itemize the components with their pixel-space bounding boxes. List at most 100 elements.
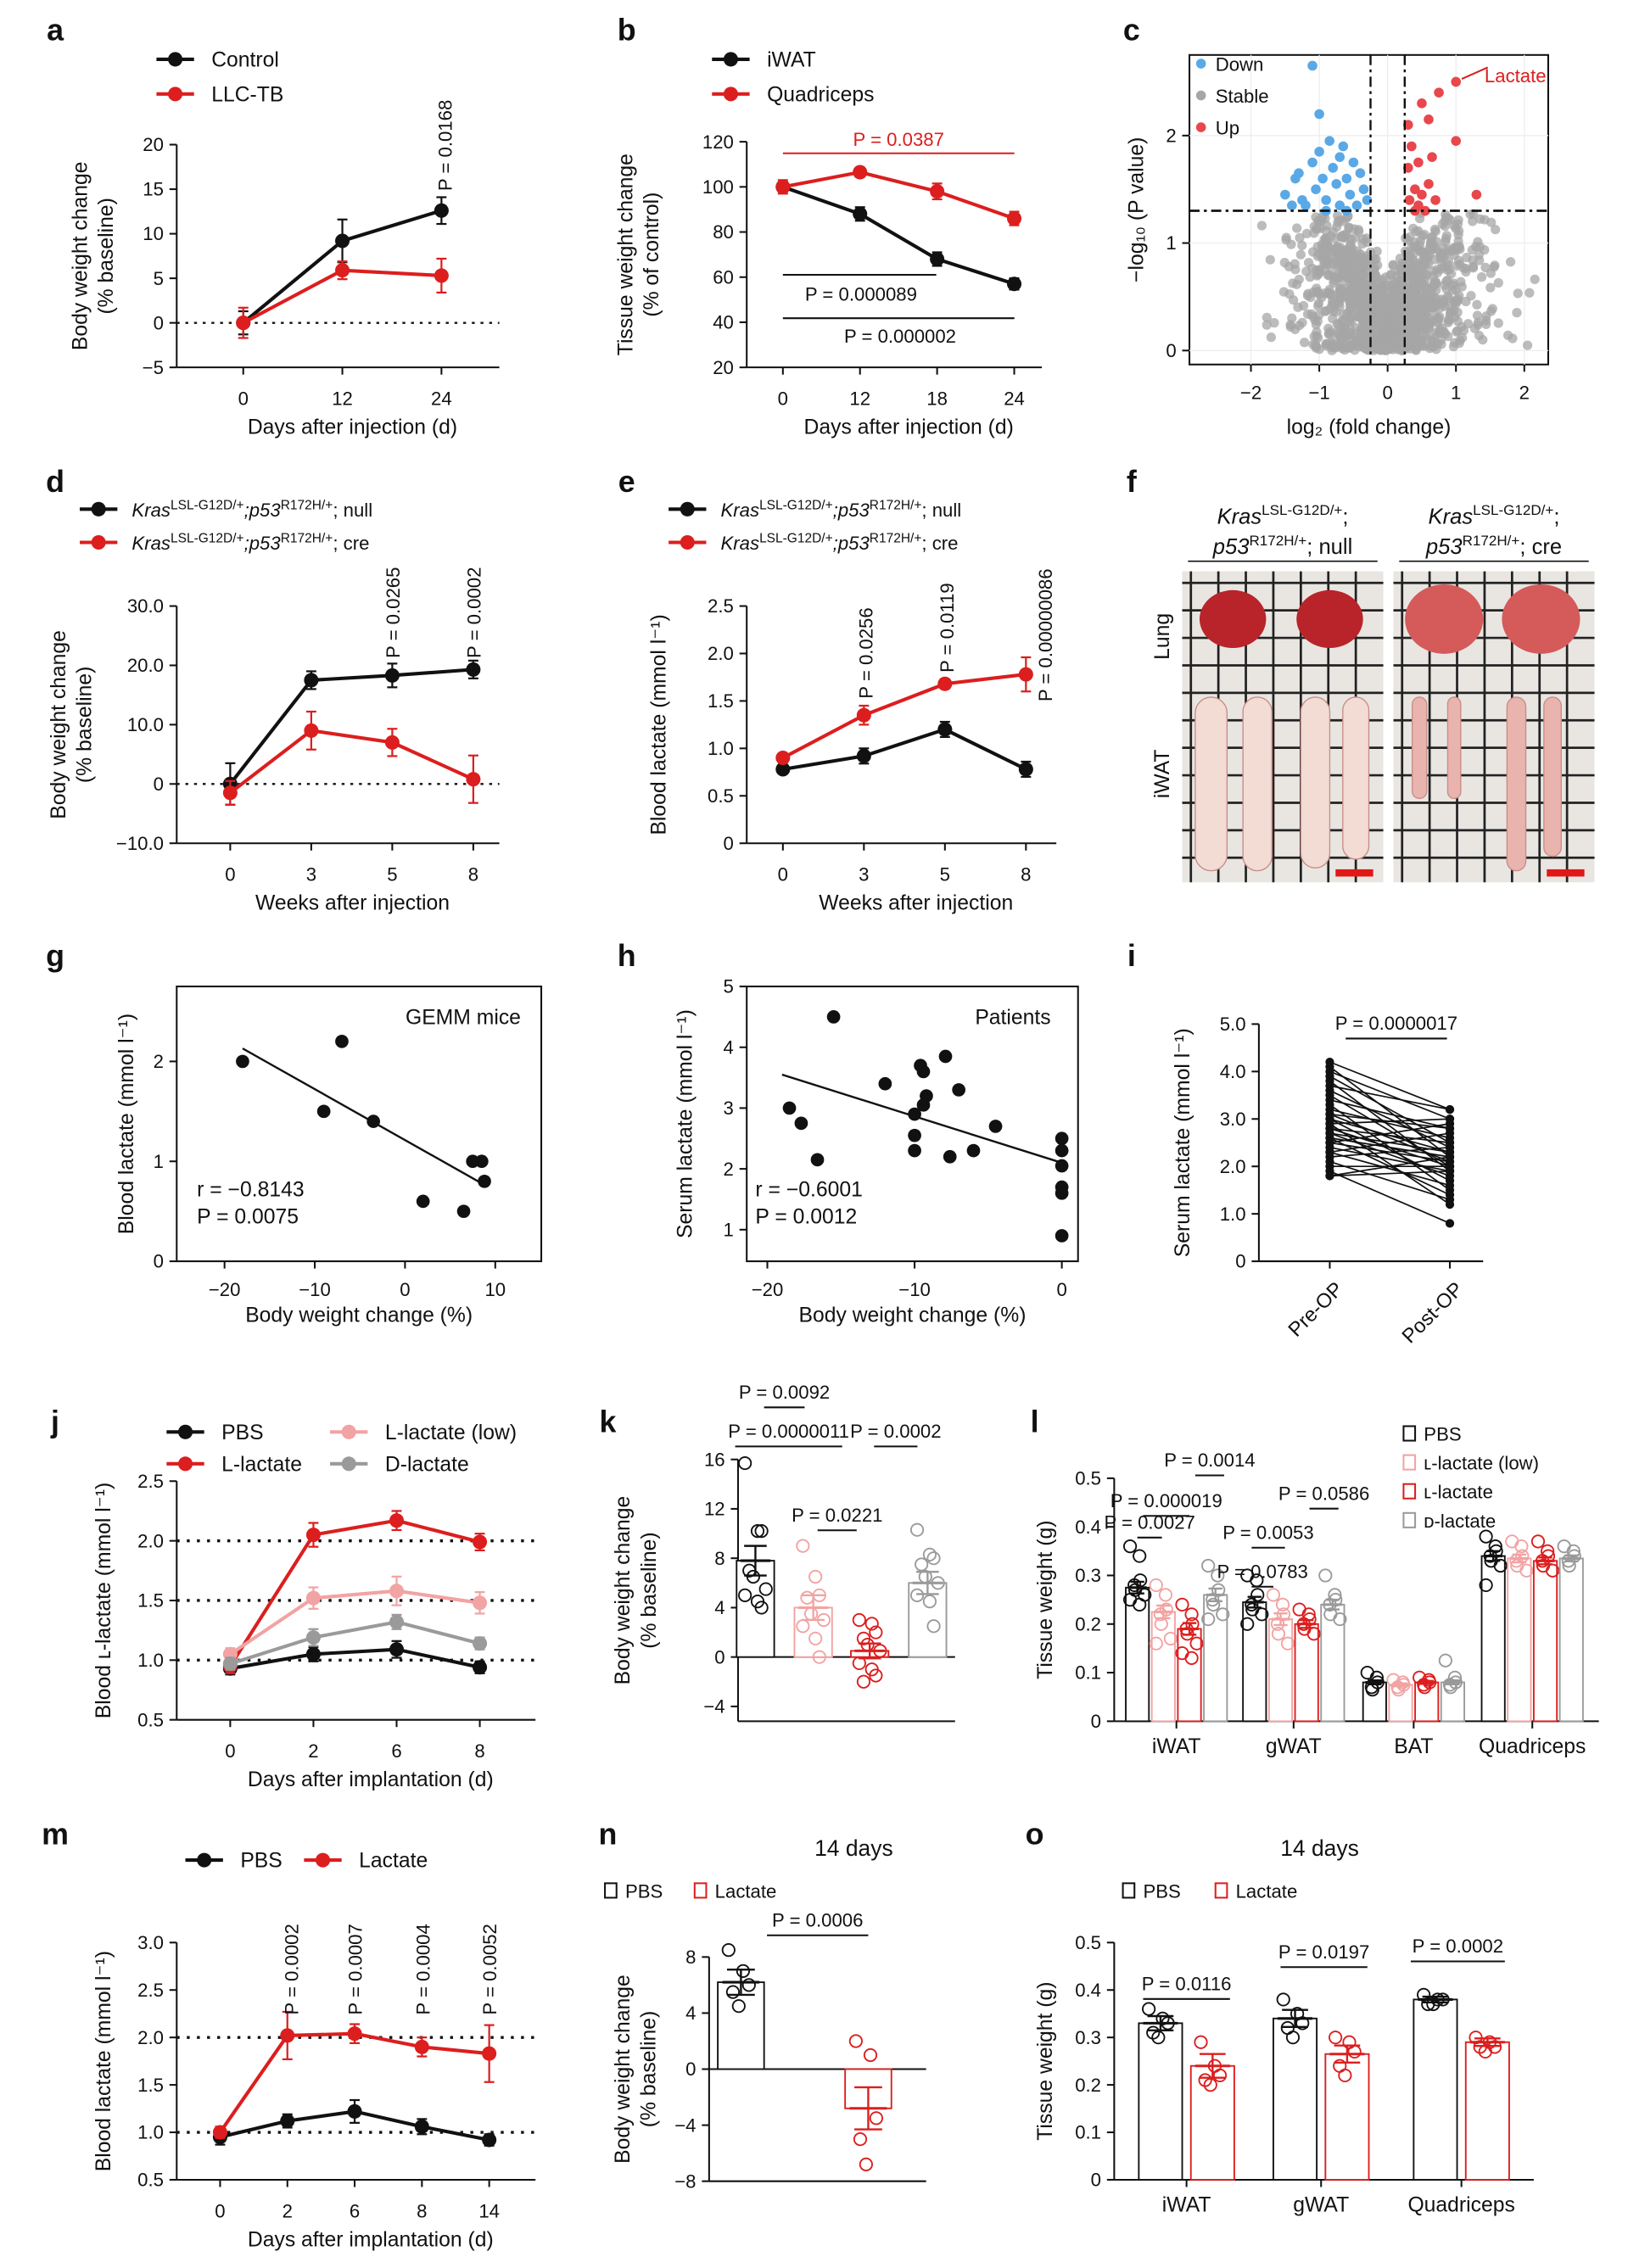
- data-point: [1443, 331, 1453, 342]
- x-tick-label: 8: [1021, 864, 1031, 885]
- data-point: [1194, 2035, 1208, 2049]
- data-point: [1294, 274, 1304, 285]
- y-tick-label: 30.0: [127, 595, 164, 617]
- y-tick-label: 60: [713, 266, 734, 288]
- data-point: [741, 1978, 756, 1992]
- x-tick-label: 1: [1451, 383, 1461, 404]
- data-point: [750, 1524, 765, 1539]
- data-point: [863, 2047, 878, 2063]
- legend-label: D-lactate: [385, 1453, 469, 1476]
- legend-marker: [91, 534, 106, 550]
- data-point: [1353, 225, 1363, 235]
- data-point-down: [1362, 195, 1373, 205]
- genotype-text: Kras: [721, 500, 760, 521]
- y-tick-label: 5: [154, 268, 164, 289]
- genotype-text: ; null: [921, 500, 961, 521]
- genotype-text: Kras: [131, 500, 171, 521]
- y-axis-label: Body weight change: [48, 630, 70, 819]
- data-point: [1303, 288, 1313, 299]
- x-tick-label: 8: [468, 864, 478, 885]
- y-axis-label: Blood lactate (mmol l⁻¹): [648, 614, 671, 835]
- y-tick-label: 0: [714, 1646, 724, 1667]
- y-tick-label: 0.2: [1075, 1613, 1101, 1634]
- paired-line: [1329, 1070, 1451, 1120]
- p-value-annotation: P = 0.00000086: [1035, 568, 1056, 701]
- data-point: [1375, 311, 1385, 321]
- panel-label: f: [1127, 465, 1137, 499]
- data-point: [335, 263, 350, 278]
- p-value-annotation: P = 0.0002: [1413, 1936, 1503, 1957]
- data-point: [1297, 317, 1307, 328]
- data-point: [721, 1942, 736, 1958]
- data-point: [1512, 307, 1522, 318]
- data-point: [952, 1083, 965, 1097]
- data-point: [1446, 246, 1457, 256]
- data-point-up: [1451, 76, 1462, 87]
- data-point: [1452, 327, 1462, 337]
- data-point: [1311, 343, 1322, 353]
- y-tick-label: −8: [674, 2170, 696, 2192]
- data-point: [1440, 301, 1450, 311]
- plot-frame: [176, 986, 543, 1263]
- data-point: [1426, 1997, 1441, 2012]
- paired-line: [1329, 1146, 1451, 1172]
- paired-line: [1329, 1170, 1451, 1177]
- data-point: [1295, 2016, 1310, 2031]
- iwat-tissue: [1342, 696, 1370, 860]
- lung-tissue: [1296, 589, 1363, 648]
- series-line: [782, 170, 1015, 221]
- data-point: [1453, 230, 1463, 240]
- data-point: [775, 179, 791, 194]
- data-point: [1122, 1539, 1138, 1554]
- data-point: [1006, 211, 1022, 226]
- y-tick-label: 1.0: [137, 1650, 164, 1671]
- y-axis-label: (% of control): [641, 193, 663, 317]
- x-tick-label: Post-OP: [1397, 1277, 1468, 1348]
- data-point-down: [1338, 141, 1349, 152]
- y-tick-label: 2.0: [137, 2027, 164, 2048]
- legend-label: PBS: [1424, 1424, 1461, 1445]
- x-tick-label: 24: [431, 388, 452, 410]
- data-point: [1557, 1539, 1571, 1554]
- genotype-text: ; null: [333, 500, 372, 521]
- data-point: [1240, 1617, 1255, 1631]
- p-value-annotation: P = 0.0002: [463, 567, 484, 658]
- data-point: [466, 662, 481, 677]
- data-point: [1151, 2031, 1166, 2045]
- correlation-r: r = −0.8143: [197, 1178, 304, 1201]
- y-tick-label: 1.5: [137, 2075, 164, 2096]
- regression-line: [781, 1073, 1062, 1165]
- data-point: [1256, 221, 1267, 231]
- genotype-text: ;p53: [833, 500, 870, 521]
- data-point-down: [1311, 184, 1321, 194]
- data-point: [1428, 271, 1438, 282]
- data-point: [1443, 213, 1453, 223]
- data-point: [1446, 269, 1457, 279]
- data-point: [473, 1534, 488, 1550]
- data-point: [1440, 280, 1450, 290]
- series-line: [229, 729, 474, 795]
- data-point: [869, 1668, 883, 1683]
- data-point: [1445, 1166, 1455, 1176]
- data-point: [1262, 320, 1272, 330]
- iwat-tissue: [1446, 696, 1462, 800]
- legend-marker: [1195, 90, 1206, 101]
- data-point-down: [1351, 200, 1362, 211]
- panel-label: i: [1127, 939, 1136, 973]
- data-point: [1445, 1181, 1455, 1190]
- data-point: [316, 1104, 331, 1119]
- data-point: [305, 1528, 321, 1543]
- data-point: [1189, 1636, 1204, 1651]
- data-point: [1334, 320, 1344, 330]
- legend-label: Lactate: [715, 1880, 777, 1902]
- bar: [1324, 2053, 1370, 2181]
- iwat-tissue: [1506, 696, 1527, 872]
- y-tick-label: 0.5: [1075, 1468, 1101, 1489]
- x-axis-label: Body weight change (%): [245, 1304, 473, 1327]
- y-tick-label: 2.5: [137, 1471, 164, 1492]
- data-point: [1307, 263, 1318, 274]
- genotype-text: ;p53: [833, 500, 870, 521]
- data-point: [1298, 300, 1309, 311]
- data-point: [389, 1584, 405, 1599]
- data-point: [1441, 231, 1452, 241]
